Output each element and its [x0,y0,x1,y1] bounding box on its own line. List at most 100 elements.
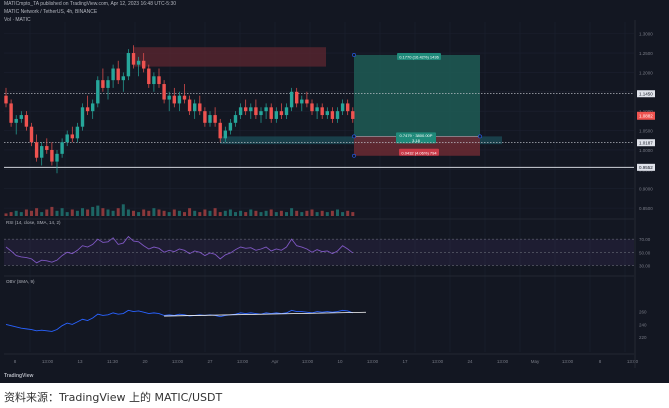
candle-body [60,142,64,154]
level-tag-bg [637,163,655,171]
volume-bar [157,209,161,216]
volume-bar [295,210,299,216]
candle-body [9,103,13,123]
time-tick-label: 13:00 [367,359,379,364]
candle-body [157,76,161,85]
volume-bar [234,212,237,216]
volume-bar [285,212,288,216]
price-tick-label: 1.1000 [639,109,653,114]
candle-body [203,111,207,123]
candle-body [320,107,324,116]
time-tick-label: May [531,359,540,364]
source-caption: 资料来源：TradingView 上的 MATIC/USDT [4,391,223,404]
volume-bar [264,210,268,216]
level-tag: 0.9552 [639,165,653,170]
volume-bar [341,212,345,216]
time-tick-label: 13:00 [237,359,249,364]
candle-body [65,134,69,143]
candle-body [29,126,34,143]
time-tick-label: 13:00 [302,359,314,364]
supply-zone [133,47,326,67]
volume-bar [188,208,192,216]
candle-body [264,107,268,112]
price-tick-label: 0.8500 [639,206,653,211]
volume-bar [35,208,39,216]
candle-body [244,107,248,112]
volume-bar [111,210,115,216]
candle-body [136,60,141,65]
candle-body [193,103,197,112]
candle-body [274,111,278,119]
candle-body [254,107,258,116]
volume-bar [279,210,283,216]
target-zone [354,54,480,137]
volume-bar [177,210,181,216]
time-tick-label: 10 [337,359,343,364]
volume-bar [147,210,151,216]
volume-bar [269,209,273,216]
volume-bar [208,210,212,216]
candle-body [295,91,299,104]
candle-body [80,107,85,127]
volume-bar [167,212,171,216]
entry-sub-label: 3.18 [412,138,421,143]
candle-body [111,68,115,81]
obv-trend-line [164,311,367,317]
candle-body [284,107,289,116]
candle-body [300,99,304,104]
candle-body [34,142,39,158]
volume-bar [137,212,141,216]
price-tick-label: 1.2000 [639,70,653,75]
candle-body [340,103,345,112]
time-tick-label: 8 [14,359,17,364]
candle-body [142,60,146,69]
candle-body [208,115,212,123]
candle-body [96,80,100,104]
volume-bar [249,209,253,216]
candle-body [279,111,284,116]
candle-body [213,115,217,123]
candle-body [121,76,125,81]
candle-body [152,76,156,85]
candle-body [91,103,95,112]
volume-bar [50,206,54,216]
level-tag: 1.1450 [639,91,653,96]
rsi-series-line [5,235,354,264]
volume-bar [106,209,110,216]
time-tick-label: 13:00 [172,359,184,364]
volume-bar [228,209,232,216]
price-tick-label: 1.3000 [639,32,653,37]
candle-body [116,68,120,81]
volume-bar [152,208,156,216]
position-handle [352,53,356,57]
chart-screenshot: 1.30001.25001.20001.15001.10001.05001.00… [0,0,669,383]
rsi-tick-label: 70.00 [639,237,651,242]
volume-bar [14,210,18,216]
candle-body [85,107,90,112]
entry-label: 0.7479 · 3800.00P [400,133,433,138]
volume-bar [254,210,258,216]
entry-label-bg [396,132,436,144]
time-tick-label: 8 [599,359,602,364]
candle-body [172,95,176,104]
obv-tick-label: 240 [639,322,647,327]
volume-bar [259,212,263,216]
volume-bar [30,210,33,216]
level-tag-bg [637,90,655,98]
candle-body [75,126,80,139]
price-tick-label: 1.0500 [639,129,653,134]
level-tag: 1.0187 [639,140,653,145]
last-price-tag: 1.0882 [639,113,653,118]
time-tick-label: 13:00 [562,359,574,364]
time-tick-label: 17 [402,359,408,364]
time-tick-label: 27 [207,359,213,364]
volume-bar [198,212,202,216]
candle-body [223,130,227,139]
price-tick-label: 1.0000 [639,148,653,153]
position-handle [478,134,482,139]
candle-body [238,107,243,116]
volume-bar [213,208,217,216]
volume-bar [315,212,319,216]
candle-body [198,103,202,112]
volume-bar [162,210,166,216]
